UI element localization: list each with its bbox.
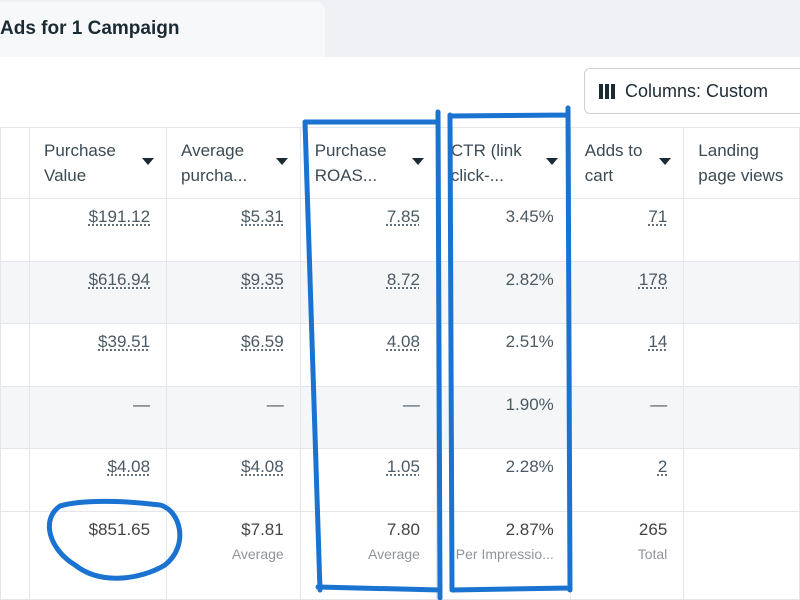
cell-purchase-roas[interactable]: 1.05: [299, 448, 437, 512]
table-row: $616.94 $9.35 8.72 2.82% 178: [0, 260, 800, 324]
header-landing-page-views[interactable]: Landing page views: [683, 127, 800, 199]
columns-button[interactable]: Columns: Custom: [584, 68, 800, 114]
ads-table: Purchase Value Average purcha... Purchase ROA…: [0, 127, 800, 600]
cell-landing-page-views: [683, 448, 800, 512]
header-label: Purchase ROAS...: [314, 141, 387, 185]
annotation-circle-total: [46, 498, 183, 581]
header-label: Adds to cart: [584, 141, 643, 185]
header-ctr-link-click[interactable]: CTR (link click-...: [435, 127, 571, 199]
cell-purchase-value[interactable]: $39.51: [28, 323, 168, 387]
sort-caret-icon[interactable]: [142, 158, 155, 165]
cell-purchase-value[interactable]: $616.94: [28, 260, 168, 324]
cell-purchase-value: —: [28, 385, 168, 449]
cell-landing-page-views: [683, 198, 800, 262]
totals-row: $851.65 $7.81 Average 7.80 Average 2.87% Per I…: [0, 510, 800, 600]
columns-label: Columns: Custom: [625, 80, 769, 101]
cell-landing-page-views: [683, 323, 800, 387]
cell-purchase-roas[interactable]: 4.08: [299, 323, 437, 387]
header-label: CTR (link click-...: [450, 141, 522, 185]
total-adds-to-cart: 265 Total: [569, 510, 685, 600]
cell-ctr-link-click: 3.45%: [435, 198, 571, 262]
cell-adds-to-cart[interactable]: 71: [569, 198, 685, 262]
cell-adds-to-cart[interactable]: 178: [569, 260, 685, 324]
cell-ctr-link-click: 2.28%: [435, 448, 571, 512]
header-purchase-roas[interactable]: Purchase ROAS...: [299, 127, 437, 199]
header-label: Average purcha...: [181, 141, 248, 185]
header-purchase-value[interactable]: Purchase Value: [28, 127, 168, 199]
header-adds-to-cart[interactable]: Adds to cart: [569, 127, 685, 199]
tab-title: Ads for 1 Campaign: [0, 18, 180, 39]
header-label: Purchase Value: [44, 141, 116, 185]
cell-landing-page-views: [683, 385, 800, 449]
header-average-purchase[interactable]: Average purcha...: [166, 127, 301, 199]
table-row: $39.51 $6.59 4.08 2.51% 14: [0, 323, 800, 387]
cell-landing-page-views: [683, 260, 800, 324]
table-row: — — —1.90% —: [0, 385, 800, 449]
columns-icon: [599, 83, 615, 99]
sort-caret-icon[interactable]: [659, 158, 672, 165]
total-landing-page-views: [683, 510, 800, 600]
cell-ctr-link-click: 1.90%: [435, 385, 571, 449]
cell-average-purchase[interactable]: $9.35: [166, 260, 301, 324]
tab-bar: Ads for 1 Campaign: [0, 0, 800, 57]
sort-caret-icon[interactable]: [545, 158, 558, 165]
cell-adds-to-cart[interactable]: 2: [569, 448, 685, 512]
cell-purchase-value[interactable]: $191.12: [28, 198, 168, 262]
sort-caret-icon[interactable]: [275, 158, 288, 165]
annotation-box-ctr: [447, 105, 573, 593]
sort-caret-icon[interactable]: [411, 158, 424, 165]
total-purchase-value: $851.65: [28, 510, 168, 600]
cell-average-purchase[interactable]: $4.08: [166, 448, 301, 512]
table-row: $4.08 $4.08 1.05 2.28% 2: [0, 448, 800, 512]
cell-adds-to-cart: —: [569, 385, 685, 449]
total-average-purchase: $7.81 Average: [166, 510, 301, 600]
cell-average-purchase: —: [166, 385, 301, 449]
header-label: Landing page views: [698, 141, 784, 185]
cell-purchase-roas[interactable]: 8.72: [299, 260, 437, 324]
cell-average-purchase[interactable]: $5.31: [166, 198, 301, 262]
cell-adds-to-cart[interactable]: 14: [569, 323, 685, 387]
tab-ads[interactable]: Ads for 1 Campaign: [0, 2, 325, 57]
total-ctr-link-click: 2.87% Per Impressio...: [435, 510, 571, 600]
annotation-box-roas: [302, 109, 443, 600]
